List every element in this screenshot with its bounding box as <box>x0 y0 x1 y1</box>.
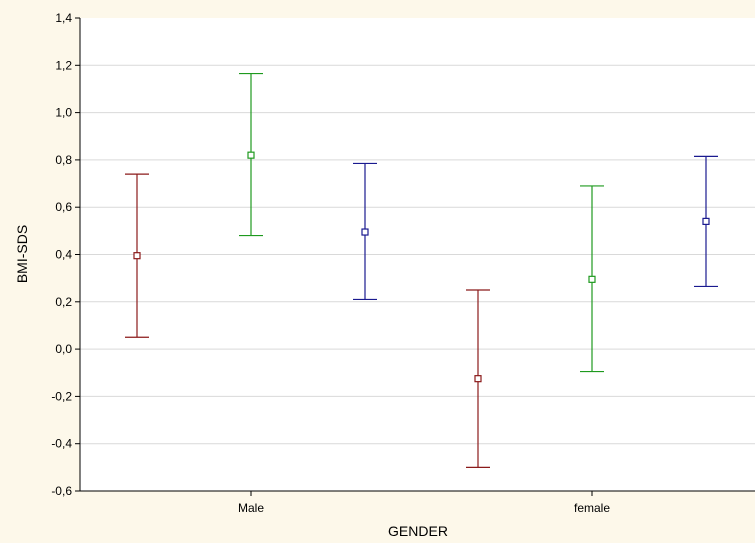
x-axis-title: GENDER <box>388 523 448 539</box>
x-axis-ticks: Male female <box>238 491 610 515</box>
mean-marker <box>133 252 141 260</box>
series-marks <box>125 72 718 468</box>
mean-marker <box>474 375 482 383</box>
y-tick-label: 0,4 <box>55 248 72 262</box>
x-tick-label: Male <box>238 501 264 515</box>
y-axis-title: BMI-SDS <box>14 225 30 283</box>
y-axis-ticks: -0,6 -0,4 -0,2 0,0 0,2 0,4 0,6 0,8 1,0 1,2 1,4 <box>51 11 80 498</box>
y-tick-label: 0,8 <box>55 153 72 167</box>
y-tick-label: -0,6 <box>51 484 72 498</box>
x-tick-label: female <box>574 501 610 515</box>
y-tick-label: 0,6 <box>55 200 72 214</box>
mean-marker <box>588 275 596 283</box>
gridlines <box>80 64 755 445</box>
y-tick-label: 0,2 <box>55 295 72 309</box>
y-tick-label: -0,4 <box>51 437 72 451</box>
y-tick-label: 1,2 <box>55 58 72 72</box>
mean-marker <box>702 217 710 225</box>
y-tick-label: 1,4 <box>55 11 72 25</box>
y-tick-label: 1,0 <box>55 106 72 120</box>
mean-marker <box>361 228 369 236</box>
y-tick-label: -0,2 <box>51 389 72 403</box>
y-tick-label: 0,0 <box>55 342 72 356</box>
mean-marker <box>247 151 255 159</box>
